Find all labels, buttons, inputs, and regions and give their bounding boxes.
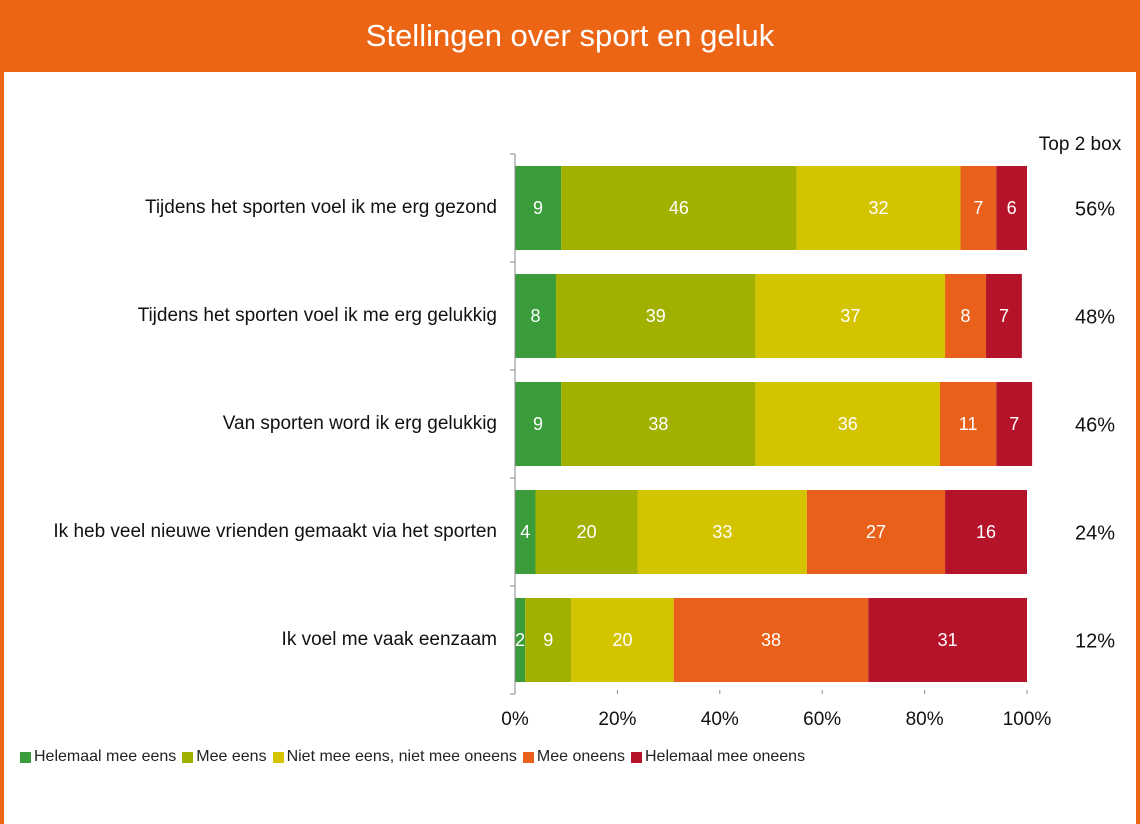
data-label: 46 <box>669 198 689 218</box>
data-label: 8 <box>961 306 971 326</box>
data-label: 38 <box>648 414 668 434</box>
category-text: Ik heb veel nieuwe vrienden gemaakt via … <box>53 521 497 542</box>
bar-segment <box>515 598 526 682</box>
x-tick-label: 100% <box>1003 709 1052 730</box>
data-label: 20 <box>613 630 633 650</box>
bar-segment <box>755 274 946 358</box>
bar-segment <box>673 598 869 682</box>
x-tick-label: 80% <box>906 709 944 730</box>
data-label: 11 <box>959 414 978 434</box>
data-label: 4 <box>520 522 530 542</box>
bar-segment <box>515 166 562 250</box>
category-label: Tijdens het sporten voel ik me erg gezon… <box>17 166 497 250</box>
bar-segment <box>515 382 562 466</box>
chart-title: Stellingen over sport en geluk <box>0 0 1140 72</box>
category-label: Van sporten word ik erg gelukkig <box>17 382 497 466</box>
top2-value: 24% <box>1075 522 1115 544</box>
data-label: 38 <box>761 630 781 650</box>
data-label: 16 <box>976 522 996 542</box>
data-label: 7 <box>973 198 983 218</box>
bar-segment <box>996 382 1033 466</box>
bar-segment <box>561 166 797 250</box>
data-label: 6 <box>1007 198 1017 218</box>
bar-segment <box>515 274 556 358</box>
bar-segment <box>945 490 1027 574</box>
bar-segment <box>571 598 674 682</box>
legend-swatch <box>630 751 642 763</box>
x-tick-label: 20% <box>598 709 636 730</box>
top2-title: Top 2 box <box>1039 134 1122 155</box>
top2-value: 56% <box>1075 198 1115 220</box>
x-tick-label: 0% <box>501 709 529 730</box>
data-label: 27 <box>866 522 886 542</box>
legend-item: Helemaal mee eens <box>20 748 176 766</box>
data-label: 33 <box>712 522 732 542</box>
legend-label: Helemaal mee eens <box>34 748 177 765</box>
legend-label: Mee eens <box>196 748 267 765</box>
bar-segment <box>525 598 572 682</box>
bar-segment <box>561 382 756 466</box>
bar-segment <box>515 490 536 574</box>
category-label: Tijdens het sporten voel ik me erg geluk… <box>17 274 497 358</box>
bar-segment <box>755 382 940 466</box>
legend: Helemaal mee eens Mee eens Niet mee eens, … <box>20 748 811 766</box>
data-label: 9 <box>533 414 543 434</box>
legend-swatch <box>272 751 284 763</box>
category-text: Tijdens het sporten voel ik me erg geluk… <box>137 305 497 326</box>
data-label: 9 <box>533 198 543 218</box>
bar-segment <box>806 490 946 574</box>
bar-segment <box>868 598 1027 682</box>
bar-segment <box>939 382 997 466</box>
data-label: 20 <box>577 522 597 542</box>
top2-value: 46% <box>1075 414 1115 436</box>
top2-value: 48% <box>1075 306 1115 328</box>
category-label: Ik voel me vaak eenzaam <box>17 598 497 682</box>
bar-segment <box>986 274 1022 358</box>
bar-segment <box>637 490 807 574</box>
category-text: Van sporten word ik erg gelukkig <box>222 413 497 434</box>
category-text: Tijdens het sporten voel ik me erg gezon… <box>144 197 497 218</box>
data-label: 36 <box>838 414 858 434</box>
legend-swatch <box>20 751 31 763</box>
legend-item: Mee eens <box>182 748 267 766</box>
bar-segment <box>945 274 987 358</box>
data-label: 31 <box>938 630 958 650</box>
data-label: 2 <box>515 630 525 650</box>
x-tick-label: 60% <box>803 709 841 730</box>
bar-segment <box>555 274 756 358</box>
bar-segment <box>535 490 638 574</box>
data-label: 32 <box>869 198 889 218</box>
data-label: 39 <box>646 306 666 326</box>
legend-item: Niet mee eens, niet mee oneens <box>272 748 517 766</box>
top2-value: 12% <box>1075 630 1115 652</box>
bar-segment <box>796 166 961 250</box>
legend-item: Helemaal mee oneens <box>630 748 806 766</box>
legend-label: Helemaal mee oneens <box>644 748 806 765</box>
legend-swatch <box>182 751 194 763</box>
legend-label: Niet mee eens, niet mee oneens <box>286 748 517 765</box>
bar-segment <box>960 166 997 250</box>
x-tick-label: 40% <box>701 709 739 730</box>
category-label: Ik heb veel nieuwe vrienden gemaakt via … <box>17 490 497 574</box>
data-label: 9 <box>543 630 553 650</box>
data-label: 8 <box>530 306 540 326</box>
data-label: 7 <box>999 306 1009 326</box>
data-label: 7 <box>1009 414 1019 434</box>
legend-swatch <box>522 751 534 763</box>
data-label: 37 <box>840 306 860 326</box>
legend-item: Mee oneens <box>522 748 625 766</box>
legend-label: Mee oneens <box>536 748 625 765</box>
bar-segment <box>996 166 1027 250</box>
category-text: Ik voel me vaak eenzaam <box>281 629 497 650</box>
